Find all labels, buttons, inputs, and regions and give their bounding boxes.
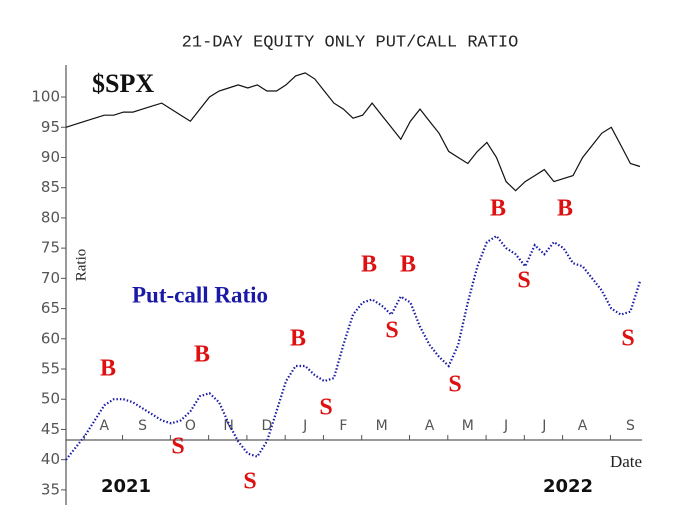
y-tick-label: 50 <box>41 390 60 408</box>
annotation: S <box>171 434 184 460</box>
annotation: S <box>621 326 634 352</box>
year-label: 2021 <box>101 476 151 497</box>
x-tick-label: S <box>138 418 147 434</box>
x-tick-label: J <box>541 418 546 434</box>
annotation: B <box>194 342 210 368</box>
annotation: B <box>557 196 573 222</box>
x-tick-label: J <box>302 418 307 434</box>
chart-title: 21-DAY EQUITY ONLY PUT/CALL RATIO <box>182 33 519 52</box>
x-tick-label: A <box>425 418 435 434</box>
annotation: B <box>100 356 116 382</box>
y-tick-label: 40 <box>41 450 60 468</box>
y-tick-label: 70 <box>41 269 60 287</box>
y-tick-label: 55 <box>41 360 60 378</box>
y-tick-label: 45 <box>41 420 60 438</box>
y-tick-label: 95 <box>41 118 60 136</box>
annotation: S <box>517 268 530 294</box>
annotation: B <box>400 252 416 278</box>
annotation: S <box>385 318 398 344</box>
x-tick-label: J <box>503 418 508 434</box>
y-tick-label: 85 <box>41 178 60 196</box>
annotation: S <box>448 372 461 398</box>
series-label: $SPX <box>92 69 154 98</box>
annotation: B <box>290 326 306 352</box>
x-tick-label: O <box>185 418 196 434</box>
x-tick-label: D <box>262 418 273 434</box>
x-tick-label: A <box>578 418 588 434</box>
annotation: S <box>243 469 256 495</box>
y-axis-label: Ratio <box>73 249 89 282</box>
y-tick-label: 90 <box>41 148 60 166</box>
y-tick-label: 80 <box>41 208 60 226</box>
x-tick-label: A <box>99 418 109 434</box>
x-tick-label: M <box>462 418 474 434</box>
annotation: B <box>361 252 377 278</box>
x-tick-label: F <box>339 418 347 434</box>
y-tick-label: 75 <box>41 239 60 257</box>
annotation: B <box>490 196 506 222</box>
x-axis-label: Date <box>610 452 642 471</box>
x-tick-label: S <box>626 418 635 434</box>
series-line <box>65 72 641 192</box>
y-tick-label: 100 <box>31 88 60 106</box>
x-tick-label: M <box>376 418 388 434</box>
x-tick-label: N <box>223 418 233 434</box>
annotation: S <box>319 395 332 421</box>
y-tick-label: 60 <box>41 329 60 347</box>
year-label: 2022 <box>543 476 593 497</box>
y-tick-label: 35 <box>41 480 60 498</box>
y-tick-label: 65 <box>41 299 60 317</box>
series-line <box>65 234 642 461</box>
series-label: Put-call Ratio <box>132 282 268 307</box>
